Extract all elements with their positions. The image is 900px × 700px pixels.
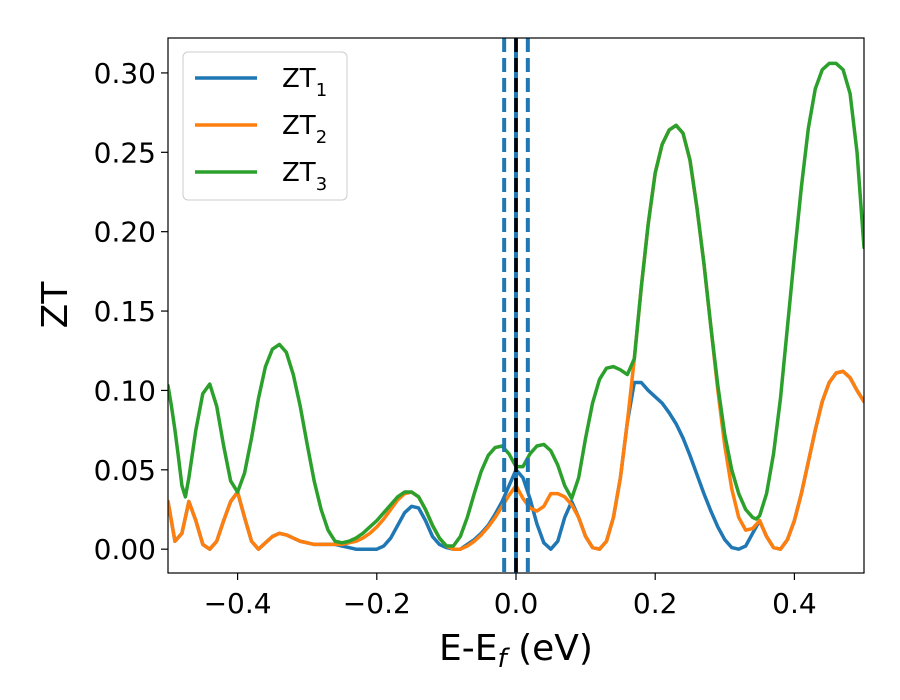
x-tick-label: −0.2	[343, 587, 411, 620]
y-tick-label: 0.30	[94, 57, 156, 90]
legend-box	[182, 51, 348, 201]
y-tick-label: 0.10	[94, 374, 156, 407]
y-axis: 0.00 0.05 0.10 0.15 0.20 0.25 0.30	[94, 57, 168, 566]
legend-label-zt2: ZT2	[282, 111, 327, 148]
x-axis-label-main: E-E	[439, 628, 497, 669]
x-axis-label-unit: (eV)	[507, 628, 593, 669]
x-tick-label: −0.4	[204, 587, 272, 620]
legend: ZT1 ZT2 ZT3	[182, 51, 348, 201]
x-tick-label: 0.0	[494, 587, 539, 620]
x-tick-label: 0.4	[772, 587, 817, 620]
x-axis: −0.4 −0.2 0.0 0.2 0.4	[204, 573, 817, 620]
y-tick-label: 0.20	[94, 216, 156, 249]
x-axis-label: E-Ef (eV)	[439, 628, 593, 674]
x-tick-label: 0.2	[633, 587, 678, 620]
legend-label-zt3: ZT3	[282, 158, 327, 195]
series-line-zt3	[168, 61, 864, 548]
legend-label-zt1: ZT1	[282, 64, 327, 101]
y-tick-label: 0.15	[94, 295, 156, 328]
y-tick-label: 0.25	[94, 136, 156, 169]
plot-area	[168, 38, 864, 573]
y-tick-label: 0.05	[94, 454, 156, 487]
y-tick-label: 0.00	[94, 533, 156, 566]
y-axis-label: ZT	[35, 281, 76, 329]
